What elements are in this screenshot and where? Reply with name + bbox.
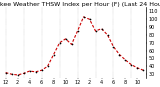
Point <box>118 54 121 55</box>
Point <box>88 19 91 20</box>
Point <box>40 70 43 71</box>
Point <box>82 16 85 18</box>
Point <box>16 74 19 76</box>
Point <box>28 70 31 72</box>
Point <box>64 38 67 40</box>
Point <box>94 30 97 32</box>
Title: Milwaukee Weather THSW Index per Hour (F) (Last 24 Hours): Milwaukee Weather THSW Index per Hour (F… <box>0 2 160 7</box>
Point <box>142 70 145 71</box>
Point <box>124 59 127 61</box>
Point <box>106 34 109 36</box>
Point <box>52 54 55 55</box>
Point <box>4 72 7 73</box>
Point <box>34 71 37 73</box>
Point <box>130 64 133 65</box>
Point <box>22 73 25 74</box>
Point <box>112 46 115 47</box>
Point <box>100 28 103 29</box>
Point <box>136 67 139 69</box>
Point <box>76 30 79 32</box>
Point <box>58 42 61 44</box>
Point <box>46 66 49 67</box>
Point <box>70 44 73 45</box>
Point <box>10 74 13 75</box>
